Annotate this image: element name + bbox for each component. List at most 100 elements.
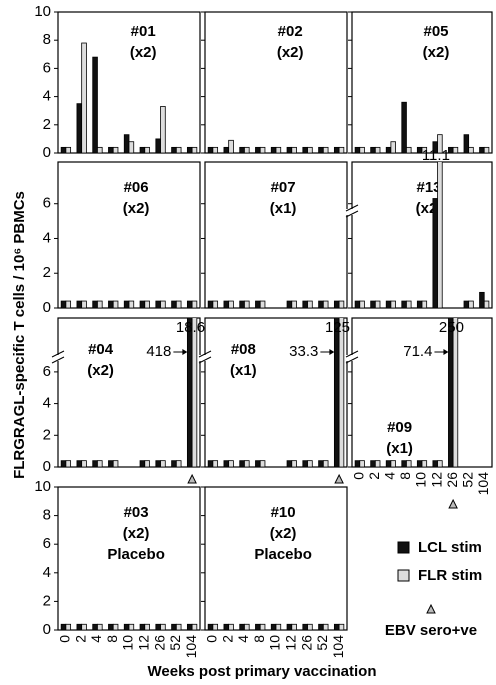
axis-break (345, 210, 359, 218)
bar (123, 623, 130, 630)
bar (144, 146, 150, 153)
bar (228, 460, 234, 467)
bar (416, 300, 423, 308)
panel-subtitle: (x1) (386, 440, 413, 457)
bar (401, 460, 407, 467)
axis-break (346, 355, 358, 361)
panel-subtitle: (x2) (423, 44, 450, 61)
bar (318, 460, 324, 467)
bar (155, 623, 161, 630)
bar (175, 146, 182, 153)
bar (155, 460, 161, 467)
bar (401, 101, 407, 153)
bar (81, 300, 87, 308)
y-tick-label: 8 (43, 507, 51, 524)
panel-title: #10 (271, 504, 296, 521)
bar (286, 300, 293, 308)
bar (239, 146, 245, 153)
axis-break (345, 356, 359, 364)
panel-title: #02 (278, 23, 303, 40)
y-tick-label: 6 (43, 535, 51, 552)
bar (286, 623, 293, 630)
bar (139, 300, 146, 308)
bar (76, 103, 83, 153)
x-tick-label: 0 (204, 635, 220, 643)
bar (223, 623, 230, 630)
x-tick-label: 26 (444, 472, 460, 488)
bar (171, 300, 177, 308)
bar (244, 623, 250, 630)
value-label: 250 (439, 319, 464, 336)
bar (81, 623, 87, 630)
bar (191, 318, 198, 467)
bar (175, 623, 182, 630)
x-tick-label: 4 (88, 635, 104, 643)
x-axis-label: Weeks post primary vaccination (148, 663, 377, 680)
bar (390, 460, 396, 467)
bar (160, 623, 166, 630)
bar (65, 300, 72, 308)
y-tick-label: 0 (43, 621, 51, 638)
bar (307, 146, 313, 153)
y-tick-label: 2 (43, 264, 51, 281)
bar (144, 460, 150, 467)
panel-frame (351, 317, 493, 468)
bar (128, 141, 135, 153)
bar (275, 623, 282, 630)
bar (385, 460, 392, 467)
x-tick-label: 0 (57, 635, 73, 643)
panel-title: #06 (124, 179, 149, 196)
sero-marker (187, 473, 197, 484)
bar (207, 460, 214, 467)
bar (139, 623, 146, 630)
bar (160, 460, 166, 467)
panel-subtitle: (x1) (230, 362, 257, 379)
y-tick-label: 0 (43, 144, 51, 161)
bar (239, 300, 245, 308)
bar (175, 460, 182, 467)
legend-swatch (397, 569, 410, 582)
bar (186, 318, 193, 467)
bar (175, 300, 182, 308)
arrow-head (182, 349, 188, 355)
bar (322, 623, 329, 630)
panel-subtitle: (x2) (123, 200, 150, 217)
bar (463, 300, 470, 308)
y-tick-label: 6 (43, 59, 51, 76)
bar (259, 300, 266, 308)
y-tick-label: 6 (43, 195, 51, 212)
bar (212, 300, 219, 308)
axis-break (52, 355, 64, 361)
panel-title: #09 (387, 419, 412, 436)
y-tick-label: 10 (34, 478, 51, 495)
panel-title: #05 (423, 23, 448, 40)
panel-title: #08 (231, 341, 256, 358)
sero-marker (448, 498, 458, 509)
x-tick-label: 26 (298, 635, 314, 651)
bar (322, 300, 329, 308)
bar (338, 318, 345, 467)
x-tick-label: 12 (135, 635, 151, 651)
x-tick-label: 104 (330, 635, 346, 659)
bar (437, 162, 443, 308)
bar (401, 300, 407, 308)
bar (359, 146, 365, 153)
bar (255, 146, 261, 153)
bar (483, 300, 490, 308)
panel-subtitle: (x1) (270, 200, 297, 217)
bar (212, 623, 219, 630)
bar (160, 300, 166, 308)
bar (432, 460, 438, 467)
bar (65, 623, 72, 630)
bar (139, 460, 146, 467)
x-tick-label: 10 (267, 635, 283, 651)
bar (452, 318, 459, 467)
bar (207, 146, 214, 153)
axis-break (199, 355, 211, 361)
bar (338, 623, 345, 630)
x-tick-label: 52 (314, 635, 330, 651)
bar (333, 623, 340, 630)
bar (186, 623, 193, 630)
bar (171, 460, 177, 467)
bar (370, 460, 376, 467)
